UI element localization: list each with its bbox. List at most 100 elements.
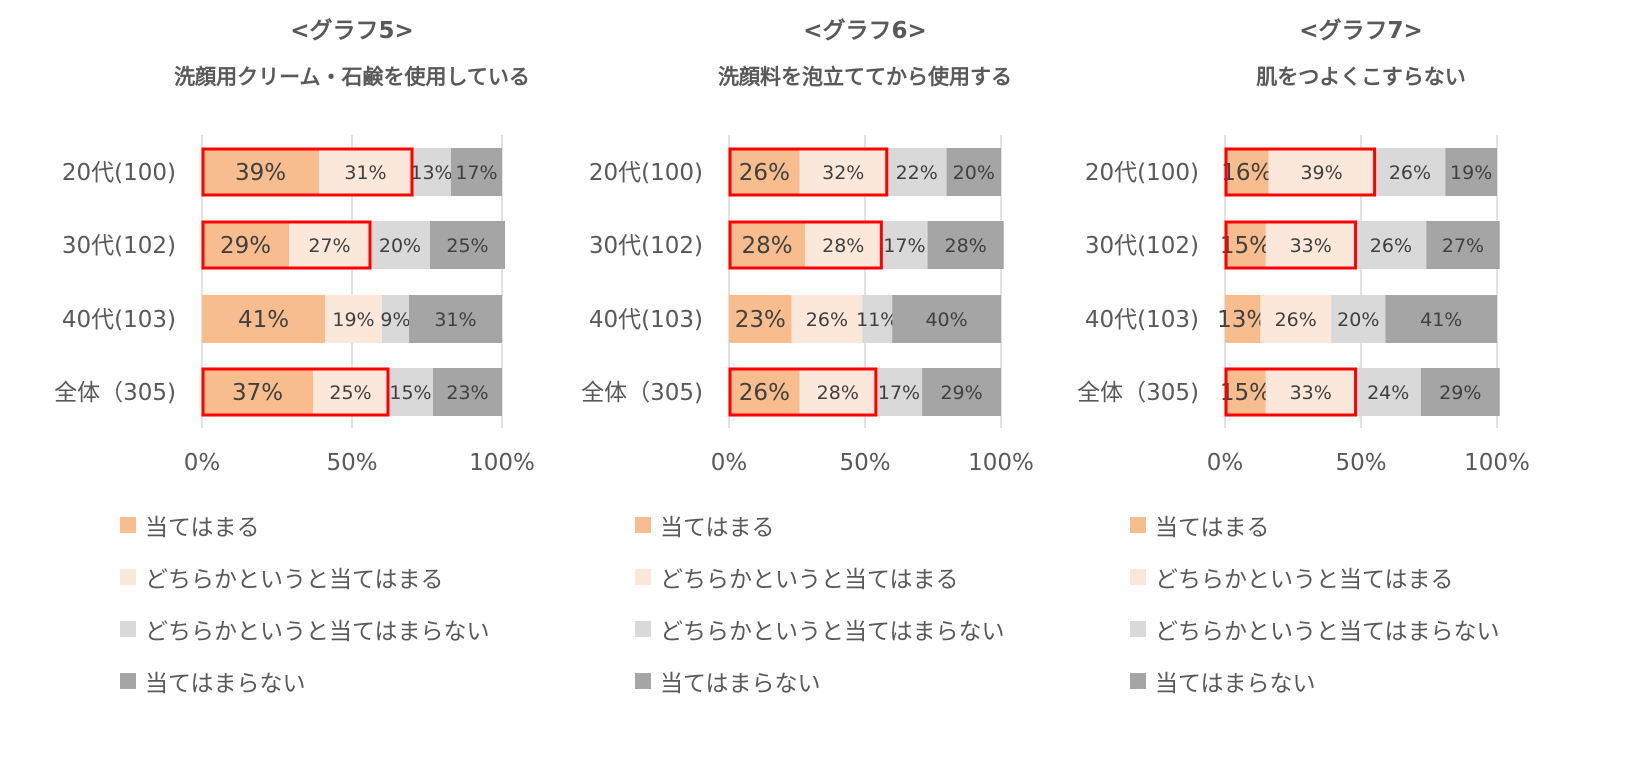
category-label: 30代(102) bbox=[62, 233, 176, 259]
data-label: 16% bbox=[1221, 160, 1272, 186]
bar-segment bbox=[1426, 221, 1500, 269]
data-label: 33% bbox=[1290, 235, 1332, 257]
x-tick-label: 50% bbox=[326, 450, 377, 476]
data-label: 29% bbox=[220, 233, 271, 259]
category-label: 全体（305) bbox=[581, 380, 703, 406]
bar-segment bbox=[799, 148, 887, 196]
category-label: 40代(103) bbox=[62, 307, 176, 333]
bar-segment bbox=[1385, 295, 1497, 343]
legend-label: どちらかというと当てはまらない bbox=[660, 619, 1005, 645]
bar-segment bbox=[799, 368, 876, 416]
legend-label: 当てはまる bbox=[660, 515, 775, 541]
data-label: 24% bbox=[1367, 382, 1409, 404]
data-label: 33% bbox=[1290, 382, 1332, 404]
legend-label: 当てはまらない bbox=[660, 671, 821, 697]
bar-segment bbox=[370, 221, 430, 269]
bar-segment bbox=[729, 148, 800, 196]
data-label: 23% bbox=[735, 307, 786, 333]
bar-segment bbox=[922, 368, 1001, 416]
bar-segment bbox=[202, 368, 313, 416]
bar-segment bbox=[881, 221, 928, 269]
chart-panel: <グラフ6> 洗顔料を泡立ててから使用する 0% 50% 100% 20代(100) 30代… bbox=[540, 0, 1080, 760]
bar-segment bbox=[1355, 368, 1421, 416]
legend-swatch bbox=[1130, 621, 1146, 637]
legend-swatch bbox=[1130, 517, 1146, 533]
legend-label: 当てはまる bbox=[145, 515, 260, 541]
chart-svg: <グラフ5> 洗顔用クリーム・石鹸を使用している 0% 50% 100% 20代(100)… bbox=[54, 17, 535, 476]
bar-segment bbox=[1445, 148, 1497, 196]
bar-segment bbox=[325, 295, 382, 343]
highlight-box bbox=[201, 147, 414, 197]
legend-item: どちらかというと当てはまる bbox=[120, 560, 444, 594]
data-label: 26% bbox=[1389, 162, 1431, 184]
highlight-box bbox=[1224, 220, 1358, 270]
bar-segment bbox=[1225, 221, 1266, 269]
bar-segment bbox=[1355, 221, 1427, 269]
legend-swatch bbox=[1130, 569, 1146, 585]
bar-segment bbox=[729, 295, 792, 343]
legend-item: どちらかというと当てはまらない bbox=[120, 612, 490, 646]
data-label: 19% bbox=[332, 309, 374, 331]
data-label: 15% bbox=[1220, 233, 1271, 259]
data-label: 9% bbox=[380, 309, 410, 331]
category-label: 40代(103) bbox=[1085, 307, 1199, 333]
bar-segment bbox=[1260, 295, 1332, 343]
bar-segment bbox=[1331, 295, 1386, 343]
highlight-box bbox=[728, 367, 878, 417]
data-label: 20% bbox=[953, 162, 995, 184]
bar-segment bbox=[319, 148, 412, 196]
bar-segment bbox=[1268, 148, 1375, 196]
bar-segment bbox=[202, 221, 289, 269]
chart-panel: <グラフ7> 肌をつよくこすらない 0% 50% 100% 20代(100) 30代(102… bbox=[1065, 0, 1605, 760]
bar-segment bbox=[946, 148, 1001, 196]
legend-swatch bbox=[120, 621, 136, 637]
bar-segment bbox=[202, 295, 325, 343]
highlight-box bbox=[201, 220, 372, 270]
bar-segment bbox=[729, 368, 800, 416]
x-tick-label: 0% bbox=[184, 450, 221, 476]
legend-item: 当てはまる bbox=[120, 508, 260, 542]
data-label: 26% bbox=[806, 309, 848, 331]
bar-segment bbox=[1374, 148, 1446, 196]
data-label: 41% bbox=[238, 307, 289, 333]
data-label: 27% bbox=[308, 235, 350, 257]
legend-swatch bbox=[635, 673, 651, 689]
category-label: 40代(103) bbox=[589, 307, 703, 333]
bar-segment bbox=[433, 368, 502, 416]
data-label: 39% bbox=[1300, 162, 1342, 184]
data-label: 22% bbox=[896, 162, 938, 184]
data-label: 13% bbox=[410, 162, 452, 184]
bar-segment bbox=[388, 368, 433, 416]
data-label: 20% bbox=[1337, 309, 1379, 331]
category-label: 20代(100) bbox=[589, 160, 703, 186]
legend-item: どちらかというと当てはまる bbox=[1130, 560, 1454, 594]
legend-item: 当てはまる bbox=[1130, 508, 1270, 542]
bar-segment bbox=[412, 148, 451, 196]
legend-swatch bbox=[635, 569, 651, 585]
x-tick-label: 50% bbox=[839, 450, 890, 476]
bar-segment bbox=[1265, 221, 1356, 269]
highlight-box bbox=[1224, 147, 1377, 197]
highlight-box bbox=[728, 147, 889, 197]
bar-segment bbox=[1265, 368, 1356, 416]
data-label: 25% bbox=[329, 382, 371, 404]
chart-svg: <グラフ6> 洗顔料を泡立ててから使用する 0% 50% 100% 20代(100) 30代… bbox=[581, 17, 1034, 476]
data-label: 39% bbox=[235, 160, 286, 186]
data-label: 31% bbox=[434, 309, 476, 331]
legend-swatch bbox=[635, 621, 651, 637]
legend-label: どちらかというと当てはまる bbox=[145, 567, 444, 593]
legend-item: どちらかというと当てはまる bbox=[635, 560, 959, 594]
chart-subtitle: 洗顔用クリーム・石鹸を使用している bbox=[174, 65, 530, 89]
data-label: 25% bbox=[446, 235, 488, 257]
x-tick-label: 0% bbox=[1207, 450, 1244, 476]
bar-segment bbox=[1225, 295, 1261, 343]
data-label: 41% bbox=[1420, 309, 1462, 331]
highlight-box bbox=[1224, 367, 1358, 417]
bar-segment bbox=[382, 295, 409, 343]
category-label: 20代(100) bbox=[1085, 160, 1199, 186]
bar-segment bbox=[805, 221, 882, 269]
bar-segment bbox=[791, 295, 863, 343]
data-label: 26% bbox=[1275, 309, 1317, 331]
data-label: 31% bbox=[344, 162, 386, 184]
